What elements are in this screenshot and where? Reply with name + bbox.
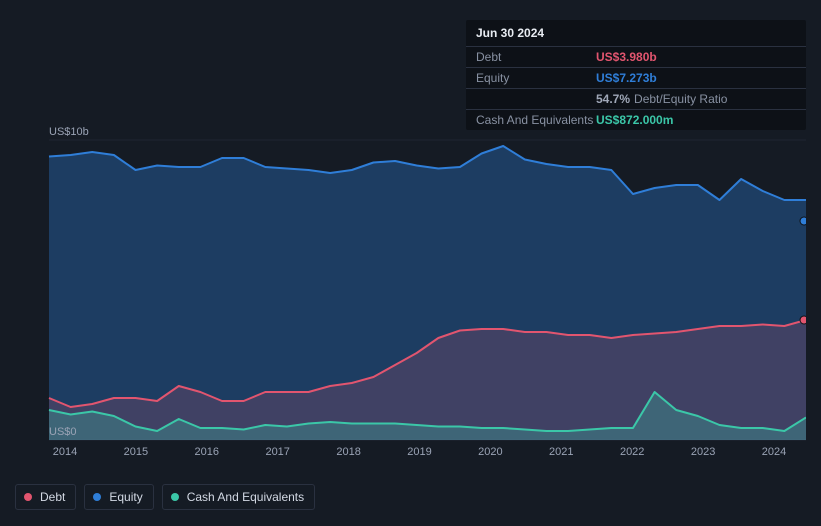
- tooltip-date: Jun 30 2024: [466, 20, 806, 47]
- legend-label: Equity: [109, 490, 142, 504]
- tooltip-row-label: Debt: [476, 50, 596, 64]
- tooltip-row: EquityUS$7.273b: [466, 68, 806, 89]
- legend-label: Cash And Equivalents: [187, 490, 304, 504]
- line-area-chart: [15, 120, 806, 446]
- tooltip-row-value: 54.7%Debt/Equity Ratio: [596, 92, 727, 106]
- x-axis-label: 2020: [478, 446, 502, 458]
- tooltip-row: 54.7%Debt/Equity Ratio: [466, 89, 806, 110]
- x-axis-label: 2016: [195, 446, 219, 458]
- tooltip-row-label: Equity: [476, 71, 596, 85]
- legend-item-equity[interactable]: Equity: [84, 484, 153, 510]
- legend-item-cash-and-equivalents[interactable]: Cash And Equivalents: [162, 484, 315, 510]
- legend-dot: [171, 493, 179, 501]
- x-axis-label: 2022: [620, 446, 644, 458]
- legend-dot: [93, 493, 101, 501]
- chart-area: US$10bUS$0 20142015201620172018201920202…: [15, 120, 806, 446]
- endpoint-marker-debt: [800, 316, 806, 324]
- y-axis-label: US$10b: [49, 126, 53, 138]
- y-axis-label: US$0: [49, 426, 53, 438]
- x-axis-label: 2019: [407, 446, 431, 458]
- x-axis-label: 2015: [124, 446, 148, 458]
- x-axis-label: 2017: [265, 446, 289, 458]
- x-axis-label: 2023: [691, 446, 715, 458]
- x-axis-label: 2024: [762, 446, 786, 458]
- legend-item-debt[interactable]: Debt: [15, 484, 76, 510]
- legend-dot: [24, 493, 32, 501]
- endpoint-marker-equity: [800, 217, 806, 225]
- legend: Debt Equity Cash And Equivalents: [15, 484, 315, 510]
- tooltip-panel: Jun 30 2024 DebtUS$3.980bEquityUS$7.273b…: [466, 20, 806, 130]
- x-axis-label: 2021: [549, 446, 573, 458]
- x-axis-label: 2018: [336, 446, 360, 458]
- x-axis-label: 2014: [53, 446, 77, 458]
- legend-label: Debt: [40, 490, 65, 504]
- tooltip-row-value: US$3.980b: [596, 50, 657, 64]
- tooltip-row-label: [476, 92, 596, 106]
- tooltip-row: DebtUS$3.980b: [466, 47, 806, 68]
- tooltip-row-value: US$7.273b: [596, 71, 657, 85]
